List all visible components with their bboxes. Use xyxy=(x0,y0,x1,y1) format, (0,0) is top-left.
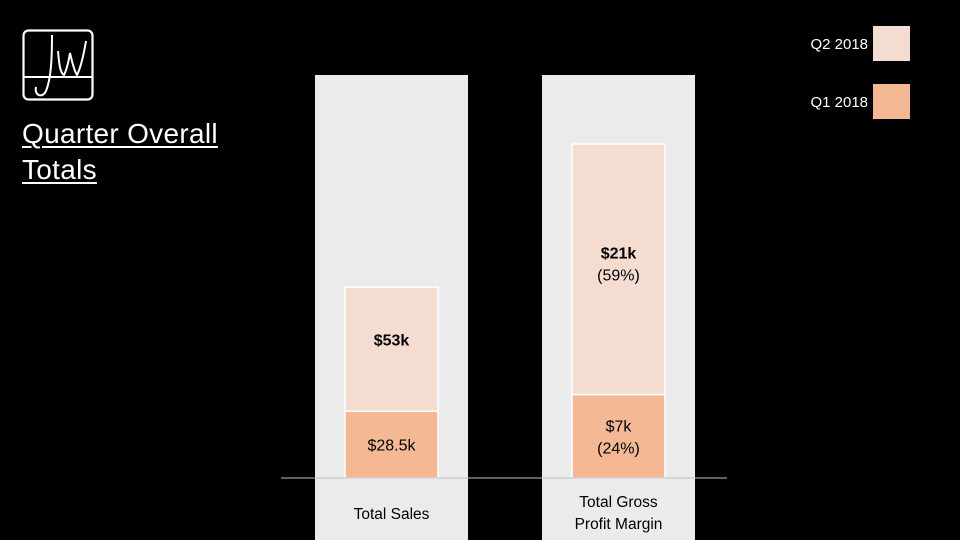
data-label-q2-2018: (59%) xyxy=(597,267,640,284)
data-label-q1-2018: $28.5k xyxy=(367,438,416,455)
category-label: Total Sales xyxy=(354,506,430,523)
data-label-q1-2018: $7k xyxy=(606,418,633,435)
data-label-q2-2018: $53k xyxy=(374,332,410,349)
legend-label-q2-2018: Q2 2018 xyxy=(810,36,868,53)
data-label-q1-2018: (24%) xyxy=(597,440,640,457)
legend-swatch-q1-2018 xyxy=(873,84,910,119)
legend-swatch-q2-2018 xyxy=(873,26,910,61)
bar-q2-2018 xyxy=(571,143,666,396)
jw-logo-icon xyxy=(22,29,94,101)
slide-title-line-2: Totals xyxy=(22,154,97,185)
slide-title: Quarter Overall Totals xyxy=(22,116,282,188)
legend-label-q1-2018: Q1 2018 xyxy=(810,94,868,111)
category-label: Profit Margin xyxy=(575,516,663,533)
bar-q1-2018 xyxy=(571,393,666,479)
data-label-q2-2018: $21k xyxy=(601,245,637,262)
slide-title-line-1: Quarter Overall xyxy=(22,118,218,149)
category-label: Total Gross xyxy=(579,494,658,511)
bar-q2-2018 xyxy=(344,286,439,412)
